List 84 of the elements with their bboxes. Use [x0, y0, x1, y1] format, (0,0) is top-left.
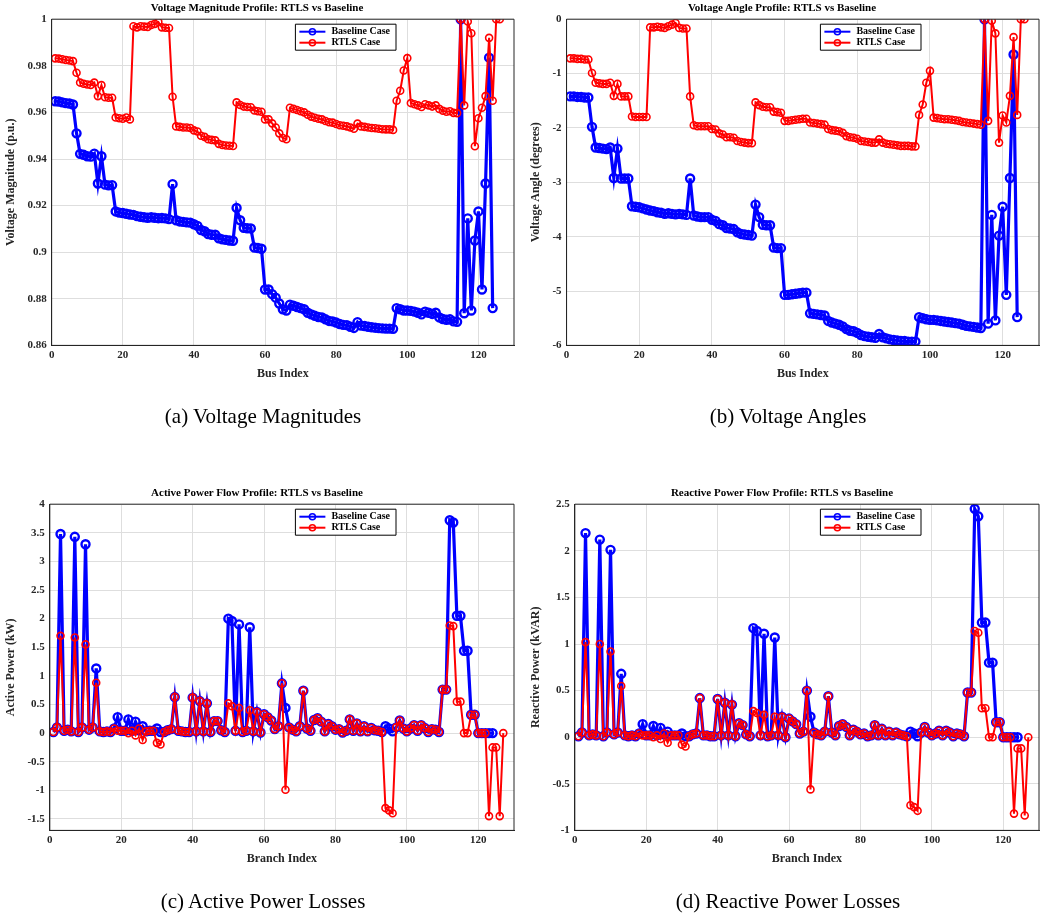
legend-label: Baseline Case	[331, 510, 391, 522]
y-tick-label: 2	[564, 543, 571, 556]
y-tick-label: 1	[41, 12, 47, 25]
y-tick-label: 0	[39, 725, 46, 738]
text: (d) Reactive Power Losses	[674, 889, 902, 914]
x-tick-label: 60	[783, 832, 796, 845]
y-tick-label: -1	[560, 823, 570, 836]
x-tick-label: 60	[779, 347, 791, 360]
text: (b) Voltage Angles	[708, 404, 868, 429]
y-tick-label: -6	[552, 338, 563, 351]
y-tick-label: 1	[39, 668, 45, 681]
x-axis-title: Bus Index	[256, 365, 309, 380]
y-tick-label: -3	[552, 175, 563, 188]
x-tick-label: 100	[921, 347, 939, 360]
y-tick-label: 0	[556, 12, 563, 25]
y-tick-label: -0.5	[552, 776, 571, 789]
x-tick-label: 120	[994, 347, 1012, 360]
y-tick-label: 0.5	[556, 683, 571, 696]
y-tick-label: 0.94	[27, 151, 48, 164]
x-tick-label: 20	[117, 347, 129, 360]
x-axis-title: Branch Index	[771, 850, 843, 865]
x-tick-label: 120	[470, 347, 488, 360]
y-tick-label: 0.98	[27, 58, 48, 71]
text: (a) Voltage Magnitudes	[163, 404, 363, 429]
chart-title: Active Power Flow Profile: RTLS vs Baseline	[151, 486, 364, 499]
y-tick-label: -0.5	[27, 754, 46, 767]
x-tick-label: 80	[330, 347, 343, 360]
legend-label: RTLS Case	[856, 521, 906, 533]
y-axis-title: Voltage Angle (degrees)	[528, 122, 543, 243]
y-axis-title: Voltage Magnitude (p.u.)	[3, 118, 18, 247]
x-tick-label: 120	[470, 832, 488, 845]
x-tick-label: 100	[398, 832, 416, 845]
y-tick-label: -1	[552, 66, 562, 79]
y-tick-label: 2.5	[556, 497, 571, 510]
x-tick-label: 80	[851, 347, 864, 360]
y-tick-label: 0	[564, 730, 571, 743]
y-tick-label: -1.5	[27, 811, 46, 824]
y-axis-title: Active Power (kW)	[3, 618, 18, 717]
y-tick-label: 0.5	[31, 697, 46, 710]
y-tick-label: 0.86	[27, 338, 48, 351]
y-tick-label: 3	[39, 554, 46, 567]
legend-label: RTLS Case	[331, 521, 381, 533]
y-tick-label: 0.96	[27, 105, 48, 118]
x-tick-label: 60	[259, 347, 272, 360]
y-axis-title: Reactive Power (kVAR)	[528, 606, 543, 729]
y-tick-label: 4	[39, 497, 46, 510]
x-tick-label: 40	[187, 832, 199, 845]
y-tick-label: -5	[552, 283, 563, 296]
y-tick-label: -4	[552, 229, 563, 242]
y-tick-label: 0.88	[27, 291, 48, 304]
y-tick-label: 0.92	[27, 198, 48, 211]
x-tick-label: 120	[995, 832, 1013, 845]
y-tick-label: 1	[564, 636, 570, 649]
x-tick-label: 0	[572, 832, 579, 845]
x-tick-label: 20	[115, 832, 128, 845]
chart-title: Voltage Magnitude Profile: RTLS vs Baseline	[150, 1, 364, 14]
legend-label: Baseline Case	[856, 510, 916, 522]
y-tick-label: -1	[35, 783, 45, 796]
x-axis-title: Bus Index	[776, 365, 829, 380]
x-tick-label: 100	[399, 347, 417, 360]
x-tick-label: 40	[706, 347, 718, 360]
y-tick-label: 0.9	[32, 245, 48, 258]
legend-label: Baseline Case	[856, 25, 916, 37]
x-tick-label: 80	[329, 832, 342, 845]
y-tick-label: 3.5	[31, 525, 46, 538]
y-tick-label: 1.5	[31, 640, 46, 653]
x-axis-title: Branch Index	[246, 850, 318, 865]
x-tick-label: 20	[633, 347, 646, 360]
legend-label: Baseline Case	[331, 25, 391, 37]
x-tick-label: 20	[640, 832, 653, 845]
x-tick-label: 40	[712, 832, 724, 845]
x-tick-label: 100	[923, 832, 941, 845]
y-tick-label: -2	[552, 120, 563, 133]
y-tick-label: 2.5	[31, 582, 46, 595]
y-tick-label: 2	[39, 611, 46, 624]
y-tick-label: 1.5	[556, 590, 571, 603]
x-tick-label: 80	[854, 832, 867, 845]
chart-title: Voltage Angle Profile: RTLS vs Baseline	[687, 1, 877, 14]
chart-title: Reactive Power Flow Profile: RTLS vs Baseline	[670, 486, 894, 499]
legend-label: RTLS Case	[331, 36, 381, 48]
x-tick-label: 40	[188, 347, 200, 360]
x-tick-label: 60	[258, 832, 271, 845]
text: (c) Active Power Losses	[159, 889, 367, 914]
legend-label: RTLS Case	[856, 36, 906, 48]
